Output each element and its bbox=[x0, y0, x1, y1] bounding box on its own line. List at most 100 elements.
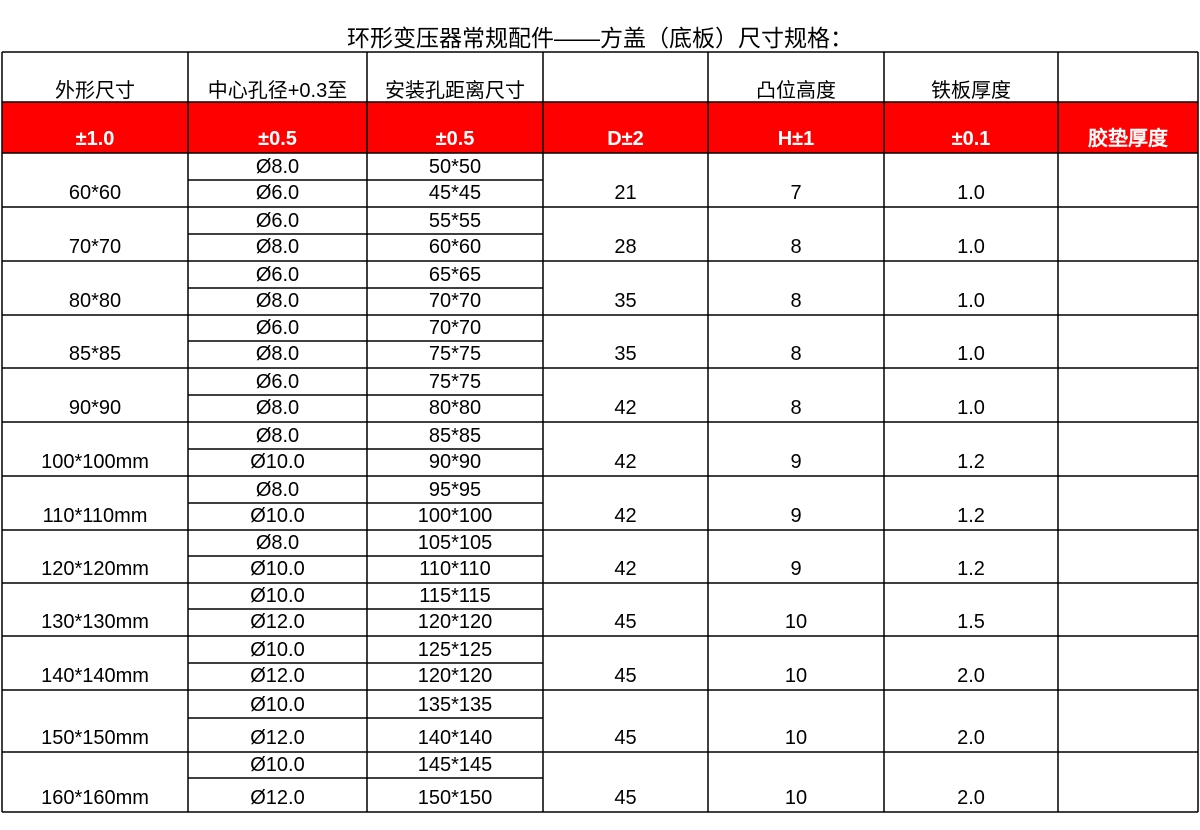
d-value: 42 bbox=[614, 451, 636, 473]
header-tolerance: ±0.5 bbox=[436, 128, 475, 150]
t-value: 1.0 bbox=[957, 290, 985, 312]
t-value: 1.2 bbox=[957, 558, 985, 580]
spacing: 120*120 bbox=[418, 611, 493, 633]
spacing: 85*85 bbox=[429, 425, 481, 447]
header-tolerance: ±0.1 bbox=[952, 128, 991, 150]
header-label: 安装孔距离尺寸 bbox=[385, 79, 525, 102]
hole: Ø6.0 bbox=[256, 371, 299, 393]
hole: Ø6.0 bbox=[256, 264, 299, 286]
d-value: 45 bbox=[614, 611, 636, 633]
hole: Ø8.0 bbox=[256, 425, 299, 447]
size: 70*70 bbox=[69, 236, 121, 258]
size: 90*90 bbox=[69, 397, 121, 419]
h-value: 8 bbox=[790, 397, 801, 419]
d-value: 45 bbox=[614, 787, 636, 809]
hole: Ø10.0 bbox=[250, 558, 304, 580]
t-value: 1.0 bbox=[957, 397, 985, 419]
hole: Ø10.0 bbox=[250, 639, 304, 661]
size: 130*130mm bbox=[41, 611, 149, 633]
hole: Ø12.0 bbox=[250, 787, 304, 809]
t-value: 2.0 bbox=[957, 665, 985, 687]
spacing: 60*60 bbox=[429, 236, 481, 258]
header-tolerance: D±2 bbox=[607, 128, 644, 150]
t-value: 2.0 bbox=[957, 727, 985, 749]
d-value: 28 bbox=[614, 236, 636, 258]
size: 80*80 bbox=[69, 290, 121, 312]
size: 140*140mm bbox=[41, 665, 149, 687]
size: 120*120mm bbox=[41, 558, 149, 580]
h-value: 8 bbox=[790, 290, 801, 312]
hole: Ø8.0 bbox=[256, 290, 299, 312]
header-label: 凸位高度 bbox=[756, 79, 836, 102]
size: 60*60 bbox=[69, 182, 121, 204]
h-value: 8 bbox=[790, 236, 801, 258]
header-label: 中心孔径+0.3至 bbox=[208, 79, 347, 102]
t-value: 2.0 bbox=[957, 787, 985, 809]
spacing: 95*95 bbox=[429, 479, 481, 501]
hole: Ø8.0 bbox=[256, 479, 299, 501]
hole: Ø10.0 bbox=[250, 694, 304, 716]
d-value: 45 bbox=[614, 665, 636, 687]
h-value: 10 bbox=[785, 787, 807, 809]
h-value: 10 bbox=[785, 665, 807, 687]
spacing: 70*70 bbox=[429, 290, 481, 312]
t-value: 1.0 bbox=[957, 236, 985, 258]
spacing: 45*45 bbox=[429, 182, 481, 204]
spacing: 55*55 bbox=[429, 210, 481, 232]
header-tolerance: ±1.0 bbox=[76, 128, 115, 150]
h-value: 9 bbox=[790, 505, 801, 527]
spacing: 135*135 bbox=[418, 694, 493, 716]
h-value: 7 bbox=[790, 182, 801, 204]
size: 110*110mm bbox=[43, 505, 148, 527]
spacing: 110*110 bbox=[419, 558, 491, 580]
spacing: 90*90 bbox=[429, 451, 481, 473]
hole: Ø10.0 bbox=[250, 505, 304, 527]
spacing: 140*140 bbox=[418, 727, 493, 749]
d-value: 42 bbox=[614, 505, 636, 527]
hole: Ø8.0 bbox=[256, 236, 299, 258]
hole: Ø6.0 bbox=[256, 182, 299, 204]
title: 环形变压器常规配件——方盖（底板）尺寸规格： bbox=[347, 25, 853, 51]
header-band bbox=[2, 102, 1198, 153]
header-label: 铁板厚度 bbox=[931, 79, 1011, 102]
size: 100*100mm bbox=[41, 451, 149, 473]
hole: Ø10.0 bbox=[250, 585, 304, 607]
d-value: 35 bbox=[614, 290, 636, 312]
t-value: 1.2 bbox=[957, 451, 985, 473]
header-label: 外形尺寸 bbox=[55, 79, 135, 102]
header-tolerance: H±1 bbox=[778, 128, 815, 150]
hole: Ø12.0 bbox=[250, 665, 304, 687]
spacing: 75*75 bbox=[429, 343, 481, 365]
hole: Ø10.0 bbox=[250, 451, 304, 473]
hole: Ø6.0 bbox=[256, 210, 299, 232]
spacing: 70*70 bbox=[429, 317, 481, 339]
spacing: 115*115 bbox=[419, 585, 491, 607]
size: 150*150mm bbox=[41, 727, 149, 749]
h-value: 9 bbox=[790, 558, 801, 580]
hole: Ø12.0 bbox=[250, 727, 304, 749]
spacing: 65*65 bbox=[429, 264, 481, 286]
spacing: 150*150 bbox=[418, 787, 493, 809]
hole: Ø8.0 bbox=[256, 532, 299, 554]
h-value: 9 bbox=[790, 451, 801, 473]
header-tolerance: ±0.5 bbox=[258, 128, 297, 150]
h-value: 10 bbox=[785, 727, 807, 749]
hole: Ø12.0 bbox=[250, 611, 304, 633]
size: 160*160mm bbox=[41, 787, 149, 809]
hole: Ø8.0 bbox=[256, 156, 299, 178]
t-value: 1.0 bbox=[957, 182, 985, 204]
spacing: 50*50 bbox=[429, 156, 481, 178]
spacing: 125*125 bbox=[418, 639, 493, 661]
spacing: 105*105 bbox=[418, 532, 493, 554]
d-value: 35 bbox=[614, 343, 636, 365]
t-value: 1.0 bbox=[957, 343, 985, 365]
size: 85*85 bbox=[69, 343, 121, 365]
h-value: 10 bbox=[785, 611, 807, 633]
spacing: 120*120 bbox=[418, 665, 493, 687]
spacing: 145*145 bbox=[418, 754, 493, 776]
spacing: 100*100 bbox=[418, 505, 493, 527]
t-value: 1.2 bbox=[957, 505, 985, 527]
hole: Ø10.0 bbox=[250, 754, 304, 776]
hole: Ø8.0 bbox=[256, 343, 299, 365]
